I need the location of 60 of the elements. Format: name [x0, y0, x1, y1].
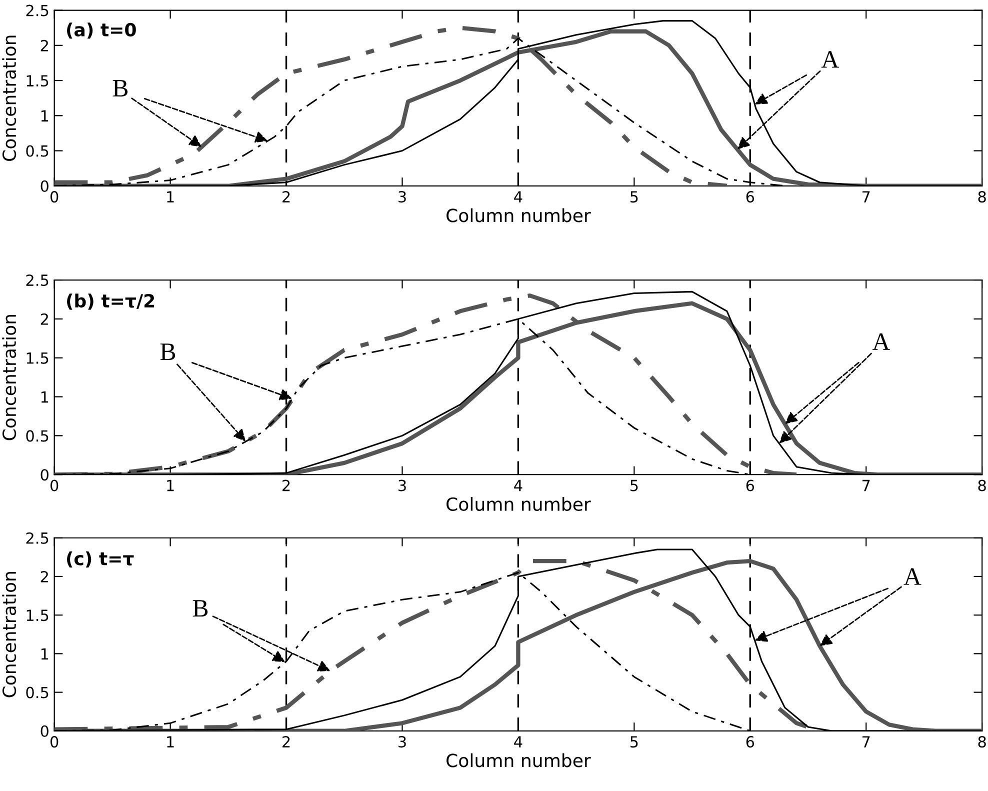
- x-tick-label: 4: [514, 736, 522, 748]
- text: (a) t=0: [67, 22, 136, 39]
- x-tick-label: 0: [50, 736, 58, 748]
- text: (b) t=τ/2: [67, 294, 154, 310]
- x-tick-label: 7: [862, 191, 870, 202]
- y-tick-label: 0: [40, 725, 48, 737]
- annotation: B: [192, 600, 208, 617]
- y-tick-label: 1: [41, 110, 48, 122]
- x-tick-label: 2: [282, 191, 290, 202]
- x-tick-label: 2: [282, 480, 290, 492]
- x-tick-label: 8: [978, 480, 986, 492]
- x-axis-title: Column number: [446, 208, 591, 222]
- x-tick-label: 4: [514, 191, 522, 202]
- x-tick-label: 4: [514, 480, 522, 492]
- x-tick-label: 3: [398, 480, 406, 492]
- y-tick-label: 2.5: [26, 4, 48, 16]
- x-tick-label: 6: [746, 736, 754, 748]
- annotation: A: [821, 51, 839, 68]
- x-axis-title: Column number: [446, 753, 591, 768]
- y-tick-label: 0.5: [26, 145, 48, 157]
- y-tick-label: 2: [40, 40, 48, 52]
- y-tick-label: 1: [41, 648, 48, 660]
- x-tick-label: 6: [746, 191, 754, 203]
- annotation: A: [904, 568, 922, 585]
- x-tick-label: 0: [50, 191, 58, 203]
- y-axis-title: Concentration: [2, 572, 16, 698]
- y-tick-label: 2.5: [26, 532, 48, 544]
- text: (c) t=τ: [67, 551, 134, 568]
- x-tick-label: 2: [282, 736, 290, 748]
- y-tick-label: 2.5: [26, 274, 48, 286]
- y-tick-label: 1: [41, 391, 48, 403]
- y-tick-label: 2: [40, 313, 48, 325]
- y-axis-title: Concentration: [2, 314, 16, 440]
- x-axis-title: Column number: [446, 497, 591, 511]
- x-tick-label: 5: [630, 191, 638, 203]
- annotation: A: [872, 333, 890, 350]
- x-tick-label: 3: [398, 191, 406, 203]
- y-tick-label: 0: [40, 180, 48, 192]
- x-tick-label: 7: [862, 480, 870, 492]
- y-tick-label: 1.5: [26, 352, 48, 364]
- x-tick-label: 5: [630, 480, 638, 492]
- x-tick-label: 8: [978, 736, 986, 748]
- y-tick-label: 0: [40, 469, 48, 481]
- x-tick-label: 3: [398, 736, 406, 748]
- x-tick-label: 8: [978, 191, 986, 203]
- x-tick-label: 6: [746, 480, 754, 492]
- x-tick-label: 1: [167, 480, 174, 492]
- x-tick-label: 5: [630, 736, 638, 748]
- x-tick-label: 1: [167, 736, 174, 748]
- annotation: B: [160, 344, 176, 360]
- y-tick-label: 1.5: [26, 610, 48, 622]
- x-tick-label: 1: [167, 191, 174, 202]
- x-tick-label: 0: [50, 480, 58, 492]
- x-tick-label: 7: [862, 736, 870, 748]
- y-tick-label: 1.5: [26, 75, 48, 87]
- annotation: B: [112, 80, 128, 96]
- y-axis-title: Concentration: [2, 36, 16, 161]
- y-tick-label: 0.5: [26, 686, 48, 698]
- y-tick-label: 0.5: [26, 430, 48, 442]
- y-tick-label: 2: [40, 570, 48, 582]
